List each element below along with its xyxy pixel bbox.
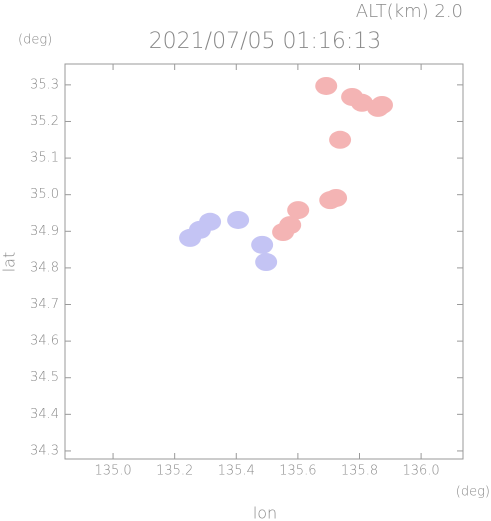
echo bbox=[329, 130, 352, 149]
echo bbox=[315, 76, 338, 95]
chart-title: 2021/07/05 01:16:13 bbox=[149, 29, 382, 54]
y-tick-label: 34.4 bbox=[30, 407, 59, 422]
x-tick-label: 135.6 bbox=[279, 464, 316, 479]
y-axis-label: lat bbox=[0, 252, 19, 273]
y-unit: (deg) bbox=[18, 33, 52, 48]
y-tick-label: 34.6 bbox=[30, 334, 59, 349]
x-tick-label: 135.2 bbox=[156, 464, 193, 479]
y-tick-label: 34.7 bbox=[30, 297, 59, 312]
x-tick-label: 136.0 bbox=[402, 464, 439, 479]
echo bbox=[370, 96, 393, 115]
y-tick-label: 34.9 bbox=[30, 224, 59, 239]
echo bbox=[287, 201, 310, 220]
x-tick-label: 135.4 bbox=[218, 464, 255, 479]
echo bbox=[227, 210, 250, 229]
echo bbox=[251, 235, 274, 254]
y-tick-label: 35.2 bbox=[30, 114, 59, 129]
echo bbox=[319, 191, 342, 210]
x-unit: (deg) bbox=[456, 485, 490, 500]
echo bbox=[179, 228, 202, 247]
altitude-label: ALT(km) 2.0 bbox=[356, 1, 463, 22]
x-axis-label: lon bbox=[253, 504, 277, 521]
y-tick-label: 34.5 bbox=[30, 370, 59, 385]
y-tick-label: 35.3 bbox=[30, 77, 59, 92]
x-tick-label: 135.8 bbox=[341, 464, 378, 479]
y-tick-label: 34.8 bbox=[30, 260, 59, 275]
echo bbox=[199, 212, 222, 231]
y-tick-label: 35.1 bbox=[30, 151, 59, 166]
x-tick-label: 135.0 bbox=[94, 464, 131, 479]
y-tick-label: 34.3 bbox=[30, 443, 59, 458]
echo bbox=[272, 223, 295, 242]
plot-frame bbox=[64, 63, 464, 460]
echo bbox=[255, 253, 278, 272]
y-tick-label: 35.0 bbox=[30, 187, 59, 202]
